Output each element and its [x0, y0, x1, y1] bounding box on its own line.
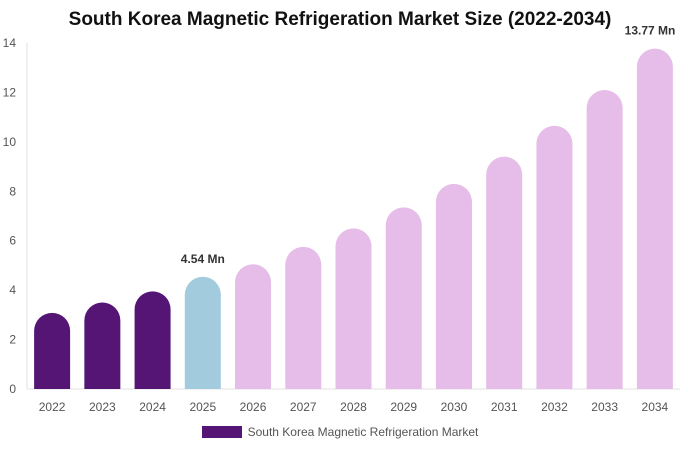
x-tick-label: 2031 [491, 400, 518, 414]
bar-2029 [385, 207, 422, 389]
chart-legend: South Korea Magnetic Refrigeration Marke… [0, 425, 680, 439]
bar-2032 [536, 125, 573, 390]
x-tick-label: 2023 [89, 400, 116, 414]
y-tick-label: 2 [9, 333, 16, 347]
bar-2034 [636, 48, 673, 389]
y-tick-label: 10 [3, 135, 17, 149]
y-tick-label: 4 [9, 283, 16, 297]
bar-2033 [586, 89, 623, 389]
y-tick-label: 8 [9, 184, 16, 198]
y-tick-label: 0 [9, 382, 16, 396]
bar-2031 [486, 156, 523, 389]
x-tick-label: 2032 [541, 400, 568, 414]
y-tick-label: 14 [3, 36, 17, 50]
bar-2027 [285, 246, 322, 389]
x-tick-label: 2033 [591, 400, 618, 414]
x-tick-label: 2025 [189, 400, 216, 414]
bar-2030 [435, 183, 472, 389]
x-tick-label: 2024 [139, 400, 166, 414]
chart-title: South Korea Magnetic Refrigeration Marke… [68, 9, 612, 30]
y-tick-label: 12 [3, 85, 17, 99]
y-tick-label: 6 [9, 234, 16, 248]
bar-2022 [34, 312, 71, 389]
x-tick-label: 2029 [390, 400, 417, 414]
x-tick-label: 2034 [642, 400, 669, 414]
x-tick-label: 2028 [340, 400, 367, 414]
legend-swatch [201, 426, 242, 438]
x-tick-label: 2026 [240, 400, 267, 414]
bar-2025 [184, 276, 221, 389]
bar-2028 [335, 228, 372, 389]
bar-2026 [235, 264, 272, 389]
legend-label: South Korea Magnetic Refrigeration Marke… [247, 425, 479, 439]
x-tick-label: 2027 [290, 400, 317, 414]
bar-2024 [134, 291, 171, 389]
data-label-2025: 4.54 Mn [181, 252, 225, 266]
data-label-2034: 13.77 Mn [625, 24, 676, 38]
bar-2023 [84, 302, 121, 389]
chart-bars [34, 48, 673, 390]
x-tick-label: 2022 [39, 400, 66, 414]
x-tick-label: 2030 [441, 400, 468, 414]
chart-labels: 2022 2023 2024 2025 2026 2027 2028 2029 2030 2031… [39, 24, 676, 414]
